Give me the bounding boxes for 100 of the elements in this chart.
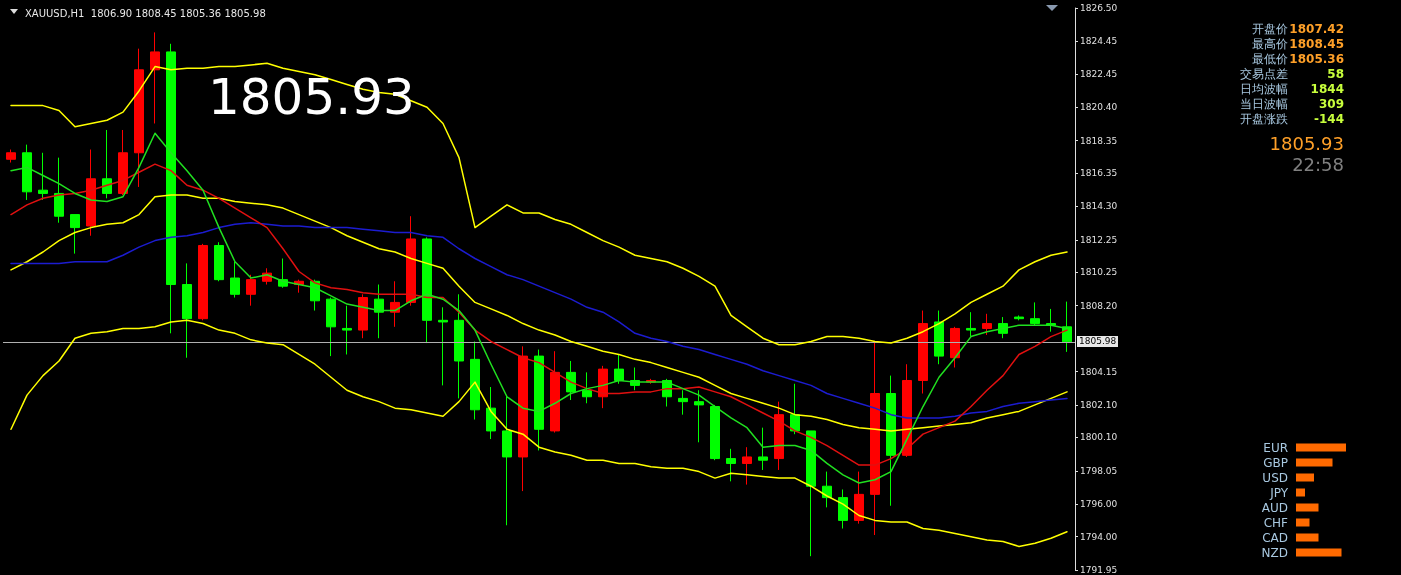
candlestick	[102, 129, 112, 199]
y-tick-label: USD	[1262, 470, 1288, 485]
bar	[1296, 548, 1342, 557]
candlestick	[54, 157, 64, 224]
candlestick	[582, 371, 592, 404]
text: 交易点差	[1240, 67, 1288, 81]
text: 1807.42	[1289, 22, 1344, 36]
candlestick	[678, 389, 688, 416]
y-tick-label: EUR	[1263, 440, 1288, 455]
candlestick	[710, 404, 720, 461]
candlestick	[38, 152, 48, 201]
candlestick	[502, 394, 512, 526]
text: 当日波幅	[1240, 97, 1288, 111]
y-tick-label: GBP	[1263, 455, 1288, 470]
candlestick	[246, 274, 256, 307]
candlestick	[214, 241, 224, 282]
y-tick-label: 1826.50	[1080, 3, 1118, 13]
bar	[1296, 443, 1346, 452]
candlestick	[486, 386, 496, 440]
candlestick	[694, 389, 704, 443]
candlestick	[150, 31, 160, 124]
candlestick	[118, 129, 128, 196]
y-tick-label: 1814.30	[1080, 201, 1118, 212]
y-tick-label: 1804.15	[1080, 366, 1118, 377]
y-tick-label: 1812.25	[1080, 234, 1118, 245]
y-tick-label: 1798.05	[1080, 465, 1118, 476]
y-tick-label: CHF	[1263, 515, 1289, 530]
candlestick	[182, 262, 192, 359]
candlestick	[614, 353, 624, 385]
text: 1844	[1310, 82, 1344, 96]
candlestick	[774, 401, 784, 471]
y-tick-label: 1818.35	[1080, 135, 1118, 146]
chart-title: XAUUSD,H1 1806.90 1808.45 1805.36 1805.98	[25, 7, 266, 19]
y-tick-label: JPY	[1269, 485, 1289, 500]
y-tick-label: 1791.95	[1080, 565, 1118, 575]
y-tick-label: 1808.20	[1080, 300, 1118, 311]
y-tick-label: CAD	[1262, 530, 1288, 545]
text: 最低价	[1252, 52, 1288, 66]
candlestick	[566, 360, 576, 401]
candlestick	[982, 313, 992, 336]
candlestick	[854, 471, 864, 525]
candlestick	[918, 310, 928, 395]
candlestick	[22, 144, 32, 201]
candlestick	[438, 306, 448, 386]
y-tick-label: 1796.00	[1080, 499, 1118, 510]
text: 最高价	[1252, 37, 1288, 51]
bar	[1296, 518, 1310, 527]
text: 开盘涨跌	[1240, 112, 1288, 126]
candlestick	[950, 326, 960, 368]
candlestick	[1014, 314, 1024, 321]
candlestick	[326, 297, 336, 357]
bar	[1296, 458, 1333, 467]
ref-line-label: 1805.98	[1077, 335, 1119, 347]
y-tick-label: 1824.45	[1080, 36, 1118, 47]
y-tick-label: 1822.45	[1080, 68, 1118, 79]
bar	[1296, 473, 1314, 482]
y-tick-label: 1816.35	[1080, 168, 1118, 179]
candlestick	[966, 311, 976, 338]
candlestick	[342, 305, 352, 355]
candlestick	[790, 383, 800, 435]
candlestick	[870, 340, 880, 536]
candlestick	[454, 293, 464, 399]
bar	[1296, 533, 1319, 542]
text: 1808.45	[1289, 37, 1344, 51]
candlestick	[230, 261, 240, 299]
candlestick	[838, 488, 848, 530]
candlestick	[134, 48, 144, 188]
text: 1805.93	[1269, 133, 1344, 154]
text: 开盘价	[1252, 22, 1288, 36]
candlestick	[166, 43, 176, 334]
y-tick-label: 1802.10	[1080, 399, 1118, 410]
y-tick-label: 1820.40	[1080, 102, 1118, 113]
bar	[1296, 503, 1319, 512]
candlestick	[422, 236, 432, 344]
y-tick-label: 1794.00	[1080, 531, 1118, 542]
candlestick	[70, 214, 80, 255]
candlestick	[726, 448, 736, 482]
candlestick	[198, 243, 208, 321]
candlestick	[598, 365, 608, 409]
candlestick	[86, 149, 96, 237]
candlestick	[742, 446, 752, 486]
candlestick	[1062, 301, 1072, 353]
candlestick	[406, 215, 416, 307]
candlestick	[758, 427, 768, 471]
text: 309	[1318, 97, 1344, 111]
candlestick	[1046, 308, 1056, 333]
candlestick	[374, 284, 384, 339]
candlestick	[358, 293, 368, 339]
candlestick	[534, 349, 544, 451]
candlestick	[886, 375, 896, 507]
candlestick	[6, 149, 16, 164]
candlestick	[550, 350, 560, 434]
text: 日均波幅	[1240, 82, 1288, 96]
bar	[1296, 488, 1305, 497]
y-tick-label: 1800.10	[1080, 432, 1118, 443]
text: 1805.36	[1289, 52, 1344, 66]
candlestick	[806, 430, 816, 557]
text: 22:58	[1292, 154, 1344, 175]
y-tick-label: 1810.25	[1080, 267, 1118, 278]
text: -144	[1313, 112, 1344, 126]
